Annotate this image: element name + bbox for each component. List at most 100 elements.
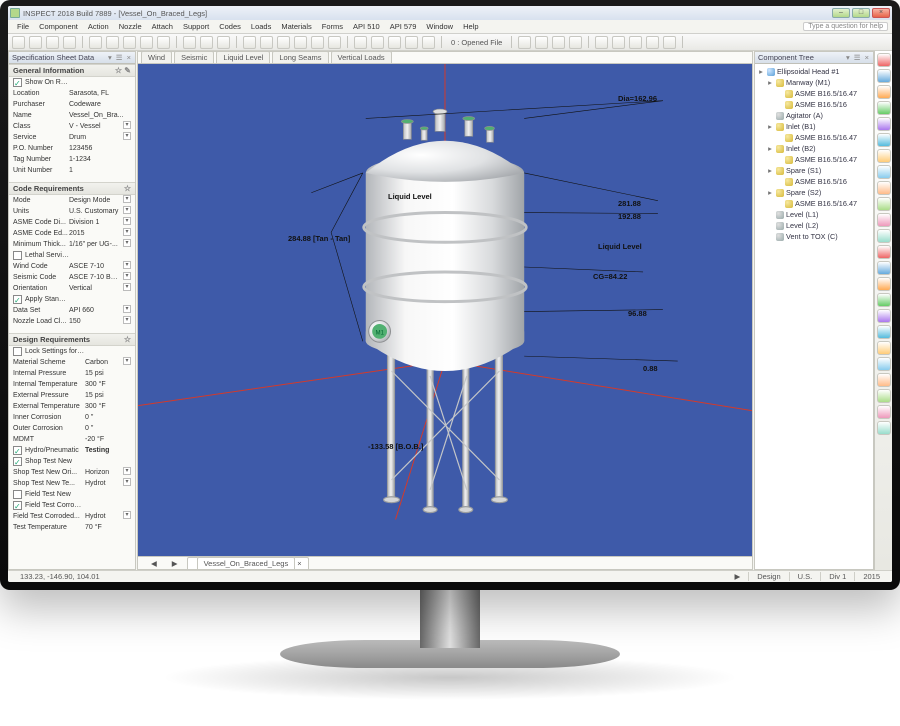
tree-node[interactable]: ▸Manway (M1)	[757, 77, 871, 88]
document-tab[interactable]: Vessel_On_Braced_Legs ×	[187, 557, 309, 570]
component-palette-button[interactable]	[877, 229, 891, 243]
property-row[interactable]: Nozzle Load Cl...150▾	[9, 316, 135, 327]
property-row[interactable]: Shop Test New	[9, 456, 135, 467]
tree-node[interactable]: ▸Ellipsoidal Head #1	[757, 66, 871, 77]
property-value[interactable]: V - Vessel	[69, 121, 121, 132]
component-palette-button[interactable]	[877, 341, 891, 355]
dropdown-icon[interactable]: ▾	[123, 206, 131, 214]
window-maximize-button[interactable]: □	[852, 8, 870, 18]
toolbar-button[interactable]	[217, 36, 230, 49]
property-row[interactable]: External Temperature300 °F	[9, 401, 135, 412]
dropdown-icon[interactable]: ▾	[123, 478, 131, 486]
property-value[interactable]: Drum	[69, 132, 121, 143]
tree-node[interactable]: Level (L1)	[757, 209, 871, 220]
checkbox[interactable]	[13, 251, 22, 260]
toolbar-button[interactable]	[140, 36, 153, 49]
property-row[interactable]: ASME Code Ed...2015▾	[9, 228, 135, 239]
component-palette-button[interactable]	[877, 101, 891, 115]
property-value[interactable]: 1-1234	[69, 154, 131, 165]
dropdown-icon[interactable]: ▾	[123, 261, 131, 269]
component-palette-button[interactable]	[877, 309, 891, 323]
property-row[interactable]: Internal Temperature300 °F	[9, 379, 135, 390]
property-row[interactable]: External Pressure15 psi	[9, 390, 135, 401]
property-value[interactable]	[69, 250, 131, 261]
component-palette-button[interactable]	[877, 69, 891, 83]
checkbox[interactable]	[13, 501, 22, 510]
property-row[interactable]: Field Test New	[9, 489, 135, 500]
toolbar-button[interactable]	[157, 36, 170, 49]
property-value[interactable]	[85, 346, 131, 357]
component-palette-button[interactable]	[877, 245, 891, 259]
property-value[interactable]: 123456	[69, 143, 131, 154]
dropdown-icon[interactable]: ▾	[123, 357, 131, 365]
property-row[interactable]: Seismic CodeASCE 7-10 Buil...▾	[9, 272, 135, 283]
menu-help[interactable]: Help	[458, 22, 483, 31]
toolbar-button[interactable]	[388, 36, 401, 49]
tree-node[interactable]: Agitator (A)	[757, 110, 871, 121]
component-palette-button[interactable]	[877, 405, 891, 419]
property-value[interactable]: Vertical	[69, 283, 121, 294]
property-value[interactable]: Horizon	[85, 467, 121, 478]
dropdown-icon[interactable]: ▾	[123, 467, 131, 475]
property-row[interactable]: Tag Number1-1234	[9, 154, 135, 165]
tree-twisty-icon[interactable]: ▸	[766, 165, 774, 176]
tree-header[interactable]: Component Tree ▾ ☰ ×	[755, 52, 873, 64]
property-value[interactable]	[85, 456, 131, 467]
property-value[interactable]: 300 °F	[85, 379, 131, 390]
view-tab-wind[interactable]: Wind	[141, 51, 172, 63]
property-row[interactable]: Field Test Corroded	[9, 500, 135, 511]
property-row[interactable]: Show On Repo...	[9, 77, 135, 88]
tree-node[interactable]: ▸Inlet (B2)	[757, 143, 871, 154]
component-tree[interactable]: ▸Ellipsoidal Head #1▸Manway (M1)ASME B16…	[755, 64, 873, 569]
property-row[interactable]: OrientationVertical▾	[9, 283, 135, 294]
property-value[interactable]: Codeware	[69, 99, 131, 110]
property-value[interactable]: 15 psi	[85, 368, 131, 379]
property-value[interactable]: Testing	[85, 445, 131, 456]
checkbox[interactable]	[13, 490, 22, 499]
property-value[interactable]: 0 "	[85, 412, 131, 423]
toolbar-button[interactable]	[371, 36, 384, 49]
component-palette-button[interactable]	[877, 133, 891, 147]
toolbar-button[interactable]	[12, 36, 25, 49]
component-palette-button[interactable]	[877, 181, 891, 195]
property-row[interactable]: Unit Number1	[9, 165, 135, 176]
property-row[interactable]: ModeDesign Mode▾	[9, 195, 135, 206]
panel-options-icon[interactable]: ▾ ☰ ×	[108, 53, 132, 62]
toolbar-button[interactable]	[629, 36, 642, 49]
component-palette-button[interactable]	[877, 117, 891, 131]
collapse-icon[interactable]: ☆	[124, 184, 131, 193]
toolbar-button[interactable]	[123, 36, 136, 49]
tree-node[interactable]: ASME B16.5/16.47	[757, 132, 871, 143]
component-palette-button[interactable]	[877, 149, 891, 163]
property-row[interactable]: ServiceDrum▾	[9, 132, 135, 143]
view-tab-liquid-level[interactable]: Liquid Level	[216, 51, 270, 63]
toolbar-button[interactable]	[183, 36, 196, 49]
panel-options-icon[interactable]: ▾ ☰ ×	[846, 53, 870, 62]
property-row[interactable]: Inner Corrosion0 "	[9, 412, 135, 423]
dropdown-icon[interactable]: ▾	[123, 228, 131, 236]
property-value[interactable]	[85, 489, 131, 500]
property-row[interactable]: Internal Pressure15 psi	[9, 368, 135, 379]
property-row[interactable]: NameVessel_On_Bra...	[9, 110, 135, 121]
scroll-right-icon[interactable]: ▶	[726, 572, 748, 581]
property-row[interactable]: PurchaserCodeware	[9, 99, 135, 110]
menu-component[interactable]: Component	[34, 22, 83, 31]
property-value[interactable]: 0 "	[85, 423, 131, 434]
checkbox[interactable]	[13, 295, 22, 304]
property-row[interactable]: MDMT-20 °F	[9, 434, 135, 445]
general-info-header[interactable]: General Information ☆ ✎	[9, 64, 135, 77]
toolbar-button[interactable]	[311, 36, 324, 49]
tree-node[interactable]: ASME B16.5/16.47	[757, 88, 871, 99]
toolbar-button[interactable]	[518, 36, 531, 49]
tree-twisty-icon[interactable]: ▸	[766, 187, 774, 198]
toolbar-button[interactable]	[552, 36, 565, 49]
component-palette-button[interactable]	[877, 389, 891, 403]
menu-api-579[interactable]: API 579	[385, 22, 422, 31]
property-value[interactable]: U.S. Customary	[69, 206, 121, 217]
property-row[interactable]: Hydro/PneumaticTesting	[9, 445, 135, 456]
help-search-input[interactable]: Type a question for help	[803, 22, 888, 31]
tree-twisty-icon[interactable]: ▸	[757, 66, 765, 77]
property-row[interactable]: UnitsU.S. Customary▾	[9, 206, 135, 217]
tree-node[interactable]: ASME B16.5/16	[757, 99, 871, 110]
menu-forms[interactable]: Forms	[317, 22, 348, 31]
